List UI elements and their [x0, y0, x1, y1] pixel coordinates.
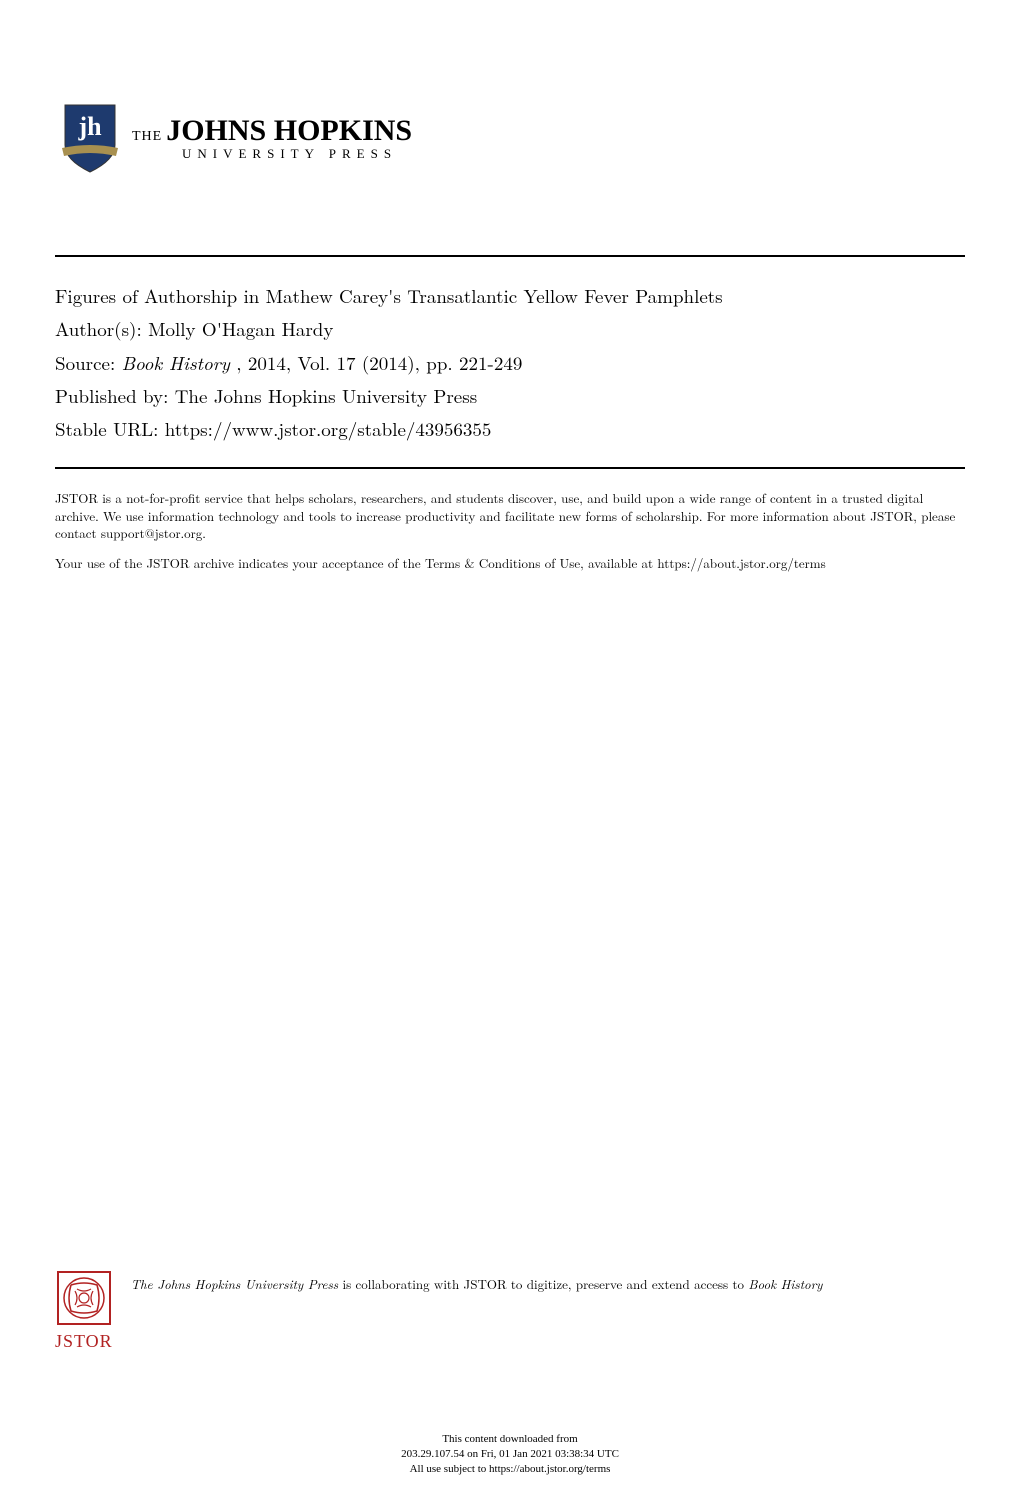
publisher-logo-area: jh THE JOHNS HOPKINS UNIVERSITY PRESS	[60, 100, 965, 175]
publisher-label: Published by:	[55, 382, 175, 409]
article-source-line: Source: Book History , 2014, Vol. 17 (20…	[55, 346, 965, 379]
svg-text:jh: jh	[77, 112, 102, 141]
publisher-logo-text: THE JOHNS HOPKINS UNIVERSITY PRESS	[132, 114, 412, 162]
source-label: Source:	[55, 349, 122, 376]
download-footer: This content downloaded from 203.29.107.…	[0, 1432, 1020, 1477]
shield-icon: jh	[60, 100, 120, 175]
jstor-disclaimer: JSTOR is a not-for-profit service that h…	[55, 489, 965, 571]
article-metadata: Figures of Authorship in Mathew Carey's …	[55, 257, 965, 467]
logo-name: JOHNS HOPKINS	[166, 114, 412, 147]
article-author-line: Author(s): Molly O'Hagan Hardy	[55, 312, 965, 345]
jstor-wordmark: JSTOR	[55, 1331, 113, 1352]
source-details: , 2014, Vol. 17 (2014), pp. 221-249	[230, 349, 522, 376]
article-url-line: Stable URL: https://www.jstor.org/stable…	[55, 412, 965, 445]
footer-line-1: This content downloaded from	[0, 1432, 1020, 1447]
footer-line-3: All use subject to https://about.jstor.o…	[0, 1462, 1020, 1477]
logo-line-1: THE JOHNS HOPKINS	[132, 114, 412, 148]
logo-subtitle: UNIVERSITY PRESS	[182, 146, 412, 162]
footer-line-2: 203.29.107.54 on Fri, 01 Jan 2021 03:38:…	[0, 1447, 1020, 1462]
collaboration-text: The Johns Hopkins University Press is co…	[131, 1271, 823, 1293]
author-label: Author(s):	[55, 315, 148, 342]
publisher-logo: jh THE JOHNS HOPKINS UNIVERSITY PRESS	[60, 100, 965, 175]
author-name: Molly O'Hagan Hardy	[148, 315, 333, 342]
collab-journal: Book History	[748, 1274, 822, 1293]
article-title: Figures of Authorship in Mathew Carey's …	[55, 279, 965, 312]
stable-url: https://www.jstor.org/stable/43956355	[165, 415, 492, 442]
publisher-name: The Johns Hopkins University Press	[175, 382, 478, 409]
jstor-icon	[57, 1271, 111, 1325]
disclaimer-para-2: Your use of the JSTOR archive indicates …	[55, 554, 965, 572]
collaboration-section: JSTOR The Johns Hopkins University Press…	[55, 1271, 965, 1352]
url-label: Stable URL:	[55, 415, 165, 442]
logo-the: THE	[132, 129, 162, 144]
collab-middle: is collaborating with JSTOR to digitize,…	[338, 1274, 748, 1293]
source-journal: Book History	[122, 349, 230, 376]
article-publisher-line: Published by: The Johns Hopkins Universi…	[55, 379, 965, 412]
disclaimer-para-1: JSTOR is a not-for-profit service that h…	[55, 489, 965, 542]
jstor-logo: JSTOR	[55, 1271, 113, 1352]
collab-publisher: The Johns Hopkins University Press	[131, 1274, 338, 1293]
divider-bottom	[55, 467, 965, 469]
